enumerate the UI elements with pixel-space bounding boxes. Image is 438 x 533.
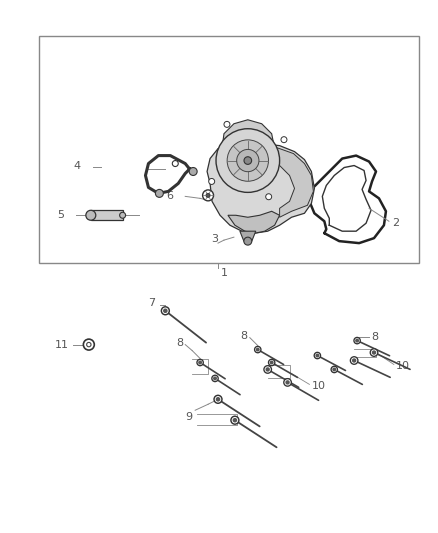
Circle shape xyxy=(216,398,219,401)
Text: 8: 8 xyxy=(371,332,378,342)
Text: 7: 7 xyxy=(148,298,155,308)
Polygon shape xyxy=(228,211,279,233)
Circle shape xyxy=(370,349,378,357)
Circle shape xyxy=(208,179,215,184)
Circle shape xyxy=(87,342,91,347)
Circle shape xyxy=(237,149,259,172)
Text: 1: 1 xyxy=(221,268,228,278)
Circle shape xyxy=(284,378,291,386)
Polygon shape xyxy=(222,120,275,149)
Circle shape xyxy=(231,416,239,424)
Text: 5: 5 xyxy=(57,210,64,220)
Circle shape xyxy=(233,418,237,422)
Circle shape xyxy=(199,361,201,364)
Circle shape xyxy=(216,129,279,192)
Text: 8: 8 xyxy=(241,330,248,341)
Circle shape xyxy=(212,375,218,382)
Polygon shape xyxy=(207,142,314,233)
Text: 9: 9 xyxy=(185,412,192,422)
Circle shape xyxy=(316,354,318,357)
Circle shape xyxy=(83,339,94,350)
Circle shape xyxy=(268,359,275,366)
Text: 11: 11 xyxy=(55,340,69,350)
Circle shape xyxy=(266,368,269,371)
Text: 8: 8 xyxy=(176,337,183,348)
Circle shape xyxy=(197,359,203,366)
Text: 10: 10 xyxy=(311,382,325,391)
Circle shape xyxy=(286,381,289,384)
Circle shape xyxy=(224,122,230,127)
Polygon shape xyxy=(268,146,314,217)
Circle shape xyxy=(266,194,272,200)
Circle shape xyxy=(244,157,252,164)
Polygon shape xyxy=(240,231,256,241)
Circle shape xyxy=(214,377,216,379)
Circle shape xyxy=(164,309,167,312)
Circle shape xyxy=(264,366,272,373)
Circle shape xyxy=(314,352,321,359)
Circle shape xyxy=(254,346,261,353)
Text: 10: 10 xyxy=(396,361,410,372)
Circle shape xyxy=(244,237,252,245)
Circle shape xyxy=(172,160,178,166)
Bar xyxy=(39,36,419,263)
Circle shape xyxy=(214,395,222,403)
Circle shape xyxy=(86,211,96,220)
Text: 2: 2 xyxy=(392,218,399,228)
Bar xyxy=(91,211,123,220)
Circle shape xyxy=(203,190,214,201)
Circle shape xyxy=(333,368,336,371)
Text: 6: 6 xyxy=(166,191,173,201)
Circle shape xyxy=(155,189,163,197)
Circle shape xyxy=(331,366,337,373)
Text: 4: 4 xyxy=(74,160,81,171)
Circle shape xyxy=(227,140,268,181)
Circle shape xyxy=(120,212,126,218)
Circle shape xyxy=(257,348,259,351)
Circle shape xyxy=(353,359,356,362)
Circle shape xyxy=(354,337,360,344)
Text: 3: 3 xyxy=(212,234,219,244)
Circle shape xyxy=(270,361,273,364)
Circle shape xyxy=(189,167,197,175)
Circle shape xyxy=(350,357,358,364)
Circle shape xyxy=(281,136,287,143)
Circle shape xyxy=(206,193,210,197)
Circle shape xyxy=(372,351,375,354)
Circle shape xyxy=(161,307,170,315)
Circle shape xyxy=(356,340,358,342)
